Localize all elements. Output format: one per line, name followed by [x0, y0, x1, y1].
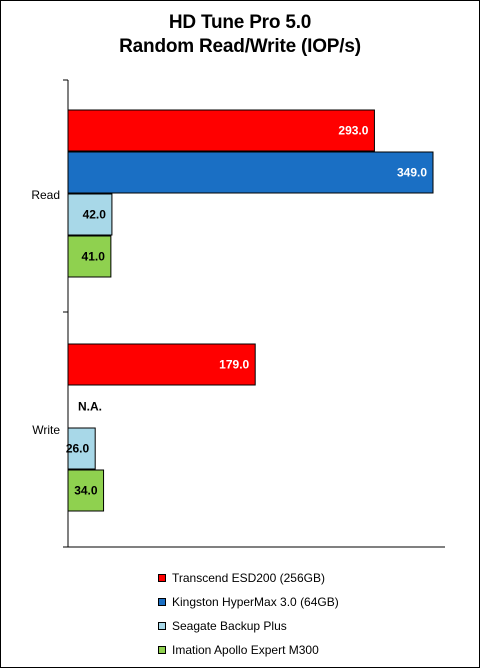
legend-swatch	[158, 598, 166, 606]
data-label: 34.0	[74, 484, 98, 498]
bar-read-3	[67, 235, 112, 278]
bar-write-0	[67, 343, 256, 386]
legend-item: Seagate Backup Plus	[158, 614, 339, 638]
legend-label: Transcend ESD200 (256GB)	[172, 571, 325, 585]
data-label: 26.0	[66, 442, 90, 456]
bar-read-2	[67, 193, 113, 236]
bar-write-2	[67, 427, 96, 470]
legend-swatch	[158, 574, 166, 582]
data-label: 41.0	[82, 250, 106, 264]
bar-read-0	[67, 109, 375, 152]
data-label: 42.0	[83, 208, 107, 222]
legend-label: Imation Apollo Expert M300	[172, 643, 319, 657]
chart-legend: Transcend ESD200 (256GB) Kingston HyperMa…	[158, 566, 339, 662]
data-label: 349.0	[397, 166, 427, 180]
chart-title: HD Tune Pro 5.0	[168, 12, 312, 33]
legend-item: Transcend ESD200 (256GB)	[158, 566, 339, 590]
bar-write-3	[67, 469, 105, 512]
data-label: 293.0	[338, 124, 368, 138]
category-label-write: Write	[32, 423, 60, 437]
legend-item: Kingston HyperMax 3.0 (64GB)	[158, 590, 339, 614]
legend-label: Seagate Backup Plus	[172, 619, 287, 633]
legend-item: Imation Apollo Expert M300	[158, 638, 339, 662]
category-label-read: Read	[31, 188, 60, 202]
bar-read-1	[67, 151, 434, 194]
legend-swatch	[158, 646, 166, 654]
data-label-na: N.A.	[78, 400, 102, 414]
chart-subtitle: Random Read/Write (IOP/s)	[119, 36, 361, 57]
legend-label: Kingston HyperMax 3.0 (64GB)	[172, 595, 339, 609]
legend-swatch	[158, 622, 166, 630]
data-label: 179.0	[219, 358, 249, 372]
